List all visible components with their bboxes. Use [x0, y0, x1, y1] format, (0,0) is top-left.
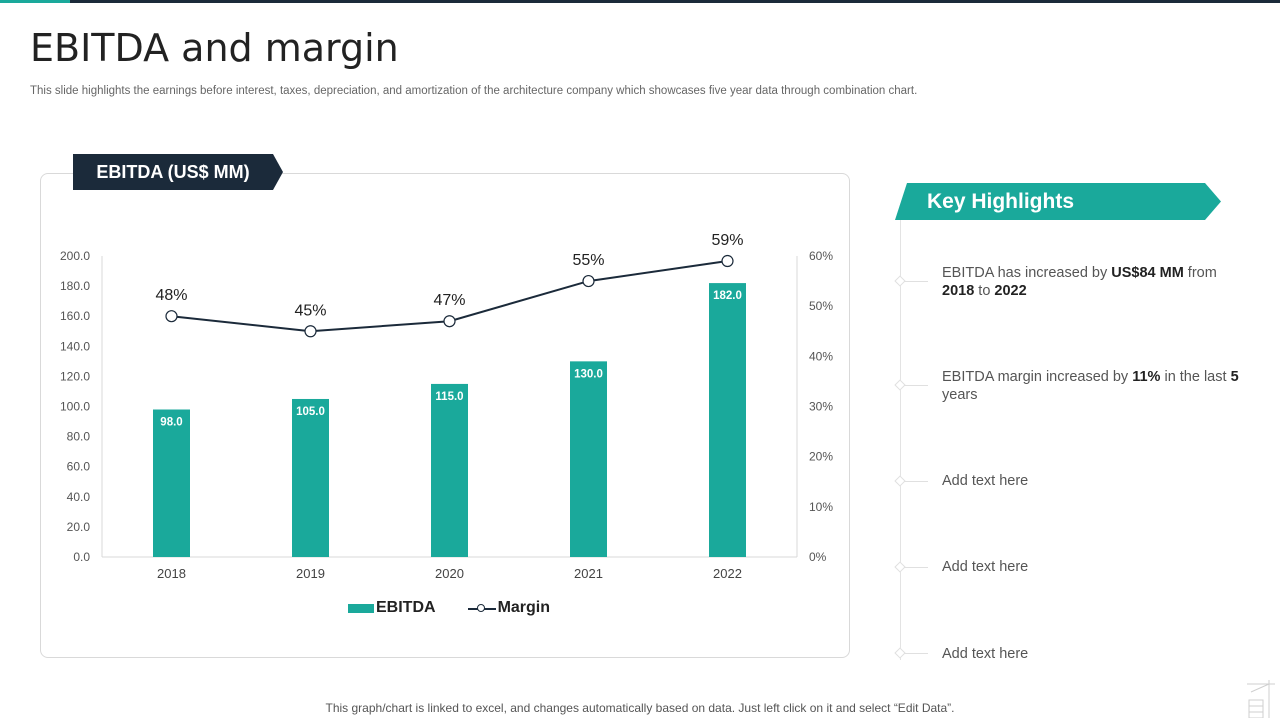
- y-tick-label: 140.0: [60, 339, 90, 353]
- key-highlights-shape: [895, 183, 1221, 220]
- y-tick-label: 0.0: [73, 550, 90, 564]
- margin-data-label: 47%: [433, 292, 465, 309]
- highlight-item: Add text here: [942, 472, 1242, 490]
- y2-tick-label: 50%: [809, 299, 833, 313]
- highlight-text: 2022: [994, 283, 1027, 299]
- highlight-item: Add text here: [942, 645, 1242, 663]
- y-tick-label: 200.0: [60, 249, 90, 263]
- ebitda-bar: [153, 409, 190, 557]
- y2-tick-label: 60%: [809, 249, 833, 263]
- key-highlights-title: Key Highlights: [927, 190, 1075, 213]
- y-tick-label: 80.0: [67, 430, 91, 444]
- ebitda-data-label: 130.0: [574, 368, 603, 380]
- ebitda-bar: [570, 361, 607, 557]
- legend-ebitda-label: EBITDA: [376, 599, 436, 616]
- y-tick-label: 160.0: [60, 309, 90, 323]
- top-border: [0, 0, 1280, 3]
- highlight-text: EBITDA has increased by: [942, 265, 1112, 281]
- y-tick-label: 40.0: [67, 490, 91, 504]
- margin-point: [165, 310, 178, 323]
- chart-legend: EBITDA Margin: [348, 598, 550, 618]
- margin-data-label: 45%: [294, 302, 326, 319]
- chart-tag: EBITDA (US$ MM): [73, 154, 283, 190]
- y2-tick-label: 40%: [809, 349, 833, 363]
- building-icon: [1247, 680, 1275, 718]
- highlight-text: Add text here: [942, 646, 1029, 662]
- page-title: EBITDA and margin: [30, 26, 399, 70]
- margin-data-label: 48%: [155, 287, 187, 304]
- highlight-item: EBITDA margin increased by 11% in the la…: [942, 368, 1242, 404]
- footer-note: This graph/chart is linked to excel, and…: [325, 701, 955, 715]
- margin-data-label: 59%: [711, 232, 743, 249]
- page-subtitle: This slide highlights the earnings befor…: [30, 85, 918, 97]
- y2-tick-label: 30%: [809, 400, 833, 414]
- legend-margin-label: Margin: [497, 599, 551, 616]
- highlight-text: EBITDA margin increased by: [942, 369, 1133, 385]
- y-tick-label: 20.0: [67, 520, 91, 534]
- key-highlights-banner: Key Highlights: [895, 183, 1221, 220]
- legend-margin-swatch: [467, 602, 496, 614]
- ebitda-data-label: 105.0: [296, 406, 325, 418]
- chart-tag-label: EBITDA (US$ MM): [96, 162, 250, 182]
- margin-point: [721, 254, 734, 268]
- highlight-text: in the last: [1160, 369, 1231, 385]
- highlight-text: to: [974, 283, 995, 299]
- x-tick-label: 2022: [713, 566, 742, 581]
- highlight-text: 2018: [942, 283, 975, 299]
- y2-tick-label: 0%: [809, 550, 827, 564]
- highlight-item: EBITDA has increased by US$84 MM from 20…: [942, 264, 1242, 300]
- ebitda-data-label: 182.0: [713, 290, 742, 302]
- timeline-connector: [904, 653, 928, 654]
- highlight-text: US$84 MM: [1111, 265, 1184, 281]
- y2-tick-label: 10%: [809, 500, 833, 514]
- margin-data-label: 55%: [572, 252, 604, 269]
- margin-point: [443, 315, 456, 328]
- timeline-connector: [904, 567, 928, 568]
- highlight-item: Add text here: [942, 558, 1242, 576]
- highlights-timeline: [900, 220, 901, 660]
- highlight-text: 5: [1230, 369, 1239, 385]
- timeline-connector: [904, 385, 928, 386]
- legend-ebitda-swatch: [348, 603, 374, 613]
- highlight-text: from: [1183, 265, 1217, 281]
- highlight-text: 11%: [1132, 369, 1161, 385]
- ebitda-bar: [292, 398, 329, 557]
- chart-tag-shape: [73, 154, 283, 190]
- y-tick-label: 100.0: [60, 400, 90, 414]
- x-tick-label: 2021: [574, 566, 603, 581]
- x-tick-label: 2020: [435, 566, 464, 581]
- highlight-text: Add text here: [942, 473, 1029, 489]
- x-tick-label: 2019: [296, 566, 325, 581]
- top-border-accent: [0, 0, 70, 3]
- ebitda-data-label: 115.0: [435, 391, 463, 403]
- ebitda-bar: [709, 283, 746, 557]
- ebitda-data-label: 98.0: [160, 417, 182, 429]
- x-tick-label: 2018: [157, 566, 186, 581]
- timeline-connector: [904, 481, 928, 482]
- timeline-connector: [904, 281, 928, 282]
- y-tick-label: 180.0: [60, 279, 90, 293]
- ebitda-bar: [431, 383, 468, 557]
- y-tick-label: 60.0: [67, 460, 91, 474]
- highlight-text: years: [942, 387, 978, 403]
- margin-point: [582, 274, 595, 288]
- highlight-text: Add text here: [942, 559, 1029, 575]
- y-tick-label: 120.0: [60, 369, 90, 383]
- y2-tick-label: 20%: [809, 450, 833, 464]
- margin-point: [304, 325, 317, 338]
